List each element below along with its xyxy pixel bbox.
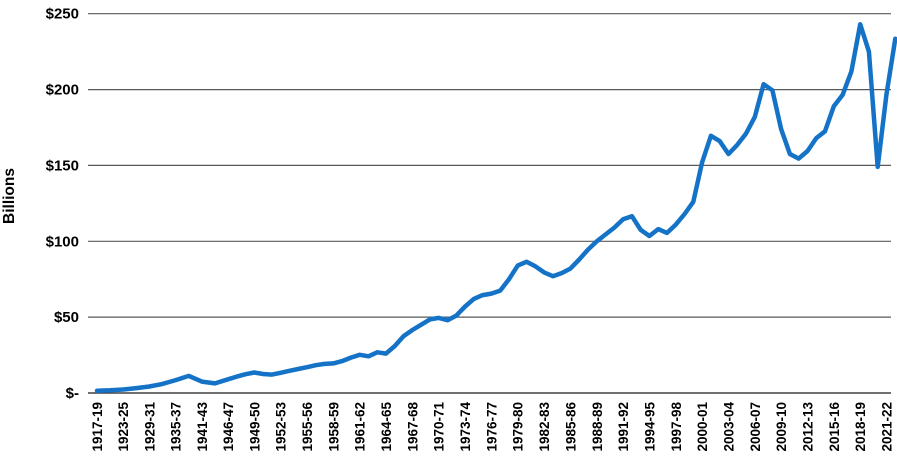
data-series-line — [94, 22, 897, 393]
x-tick-label: 1982-83 — [537, 402, 552, 452]
y-tick-label: $50 — [54, 309, 79, 326]
x-tick-label: 1988-89 — [590, 402, 605, 452]
y-tick-label: $150 — [46, 157, 79, 174]
x-tick-label: 2012-13 — [801, 402, 816, 452]
x-tick-label: 1952-53 — [274, 402, 289, 452]
y-tick-label: $250 — [46, 6, 79, 23]
x-tick-label: 1991-92 — [616, 402, 631, 452]
x-tick-label: 1973-74 — [458, 402, 473, 452]
x-tick-label: 1923-25 — [116, 402, 131, 452]
x-tick-label: 1929-31 — [142, 402, 157, 452]
x-tick-label: 1979-80 — [511, 402, 526, 452]
y-tick-label: $- — [66, 385, 79, 402]
x-tick-label: 1949-50 — [247, 402, 262, 452]
x-tick-label: 1994-95 — [642, 402, 657, 452]
x-tick-label: 1961-62 — [353, 402, 368, 452]
x-tick-label: 1946-47 — [221, 402, 236, 452]
y-axis-title: Billions — [1, 168, 18, 224]
x-tick-label: 1958-59 — [326, 402, 341, 452]
x-tick-label: 1976-77 — [484, 402, 499, 452]
y-tick-label: $100 — [46, 233, 79, 250]
x-tick-label: 2003-04 — [722, 402, 737, 452]
x-tick-label: 2009-10 — [774, 402, 789, 452]
x-tick-label: 1917-19 — [90, 402, 105, 452]
x-axis-tick-labels: 1917-19 1923-25 1929-31 1935-37 1941-43 1946-… — [90, 402, 895, 452]
x-tick-label: 1970-71 — [432, 402, 447, 452]
x-tick-label: 1967-68 — [405, 402, 420, 452]
x-tick-label: 2006-07 — [748, 402, 763, 452]
x-tick-label: 2018-19 — [853, 402, 868, 452]
x-tick-label: 1985-86 — [563, 402, 578, 452]
x-tick-label: 1941-43 — [195, 402, 210, 452]
x-tick-label: 1935-37 — [169, 402, 184, 452]
y-tick-label: $200 — [46, 82, 79, 99]
x-tick-label: 1964-65 — [379, 402, 394, 452]
y-axis-tick-labels: $- $50 $100 $150 $200 $250 — [46, 6, 79, 402]
x-tick-label: 1955-56 — [300, 402, 315, 452]
x-tick-label: 2000-01 — [695, 402, 710, 452]
x-tick-label: 2015-16 — [827, 402, 842, 452]
gridlines — [88, 13, 891, 394]
x-tick-label: 1997-98 — [669, 402, 684, 452]
x-tick-label: 2021-22 — [880, 402, 895, 452]
